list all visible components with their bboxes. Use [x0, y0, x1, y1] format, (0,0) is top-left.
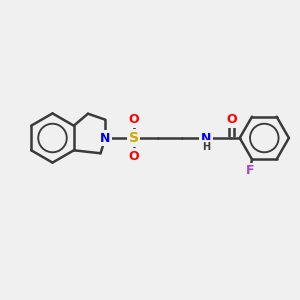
Text: O: O: [128, 150, 139, 163]
Text: H: H: [202, 142, 210, 152]
Text: O: O: [128, 113, 139, 126]
Text: O: O: [226, 113, 237, 126]
Text: F: F: [246, 164, 255, 177]
Text: N: N: [201, 131, 211, 145]
Text: S: S: [129, 131, 139, 145]
Text: N: N: [100, 131, 110, 145]
